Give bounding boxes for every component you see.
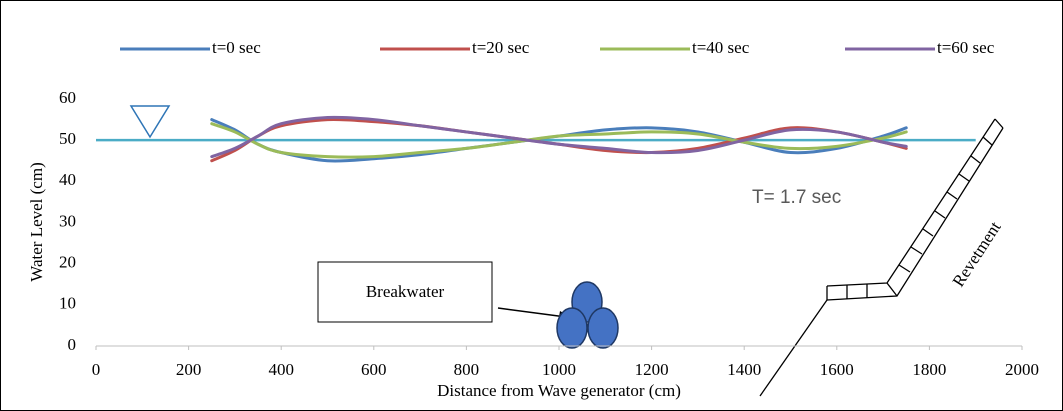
legend-label: t=20 sec xyxy=(472,38,530,57)
x-tick-label: 400 xyxy=(268,360,294,379)
legend-label: t=0 sec xyxy=(212,38,261,57)
water-symbol xyxy=(129,105,171,139)
y-tick-label: 30 xyxy=(59,211,76,230)
x-tick-label: 200 xyxy=(176,360,202,379)
y-tick-label: 40 xyxy=(59,170,76,189)
series-line xyxy=(210,115,908,159)
y-tick-label: 50 xyxy=(59,129,76,148)
x-tick-label: 1800 xyxy=(912,360,946,379)
series-line xyxy=(210,122,908,159)
arrow xyxy=(497,307,567,318)
x-tick-label: 1400 xyxy=(727,360,761,379)
revetment xyxy=(759,118,1004,397)
legend-label: t=60 sec xyxy=(937,38,995,57)
y-tick-label: 0 xyxy=(68,335,77,354)
armor-unit xyxy=(556,307,588,349)
x-tick-label: 0 xyxy=(92,360,101,379)
breakwater-label: Breakwater xyxy=(366,282,445,301)
y-axis-title: Water Level (cm) xyxy=(27,162,46,281)
x-tick-label: 600 xyxy=(361,360,387,379)
breakwater-box xyxy=(317,261,493,323)
x-axis-title: Distance from Wave generator (cm) xyxy=(437,381,681,400)
period-annotation: T= 1.7 sec xyxy=(752,187,841,208)
y-tick-label: 20 xyxy=(59,253,76,272)
armor-unit xyxy=(587,307,619,349)
x-tick-label: 800 xyxy=(454,360,480,379)
x-tick-label: 2000 xyxy=(1005,360,1039,379)
x-tick-label: 1600 xyxy=(820,360,854,379)
x-tick-label: 1200 xyxy=(635,360,669,379)
y-tick-label: 60 xyxy=(59,88,76,107)
legend-label: t=40 sec xyxy=(692,38,750,57)
x-tick-label: 1000 xyxy=(542,360,576,379)
y-tick-label: 10 xyxy=(59,294,76,313)
